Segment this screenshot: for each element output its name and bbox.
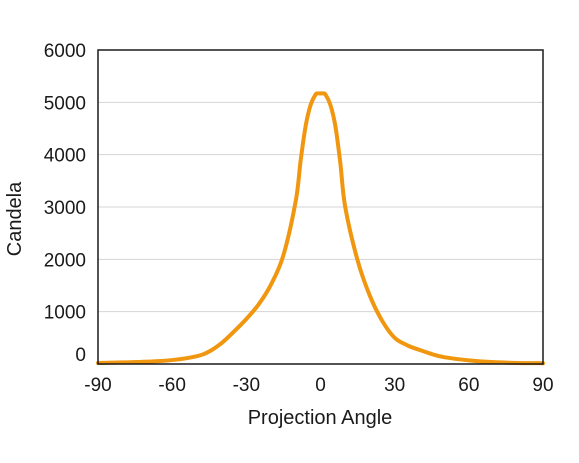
plot-frame [97,49,544,365]
x-tick-label: -60 [158,375,185,396]
y-tick-label: 3000 [44,198,86,219]
x-tick-label: -90 [84,375,111,396]
y-tick-label: 6000 [44,41,86,62]
x-tick-labels: -90 -60 -30 0 30 60 90 [84,375,553,396]
series-layer [96,91,545,366]
y-tick-label: 1000 [44,303,86,324]
y-tick-label: 5000 [44,93,86,114]
y-tick-labels: 0 1000 2000 3000 4000 5000 6000 [44,41,86,366]
series-line-0 [96,91,545,366]
x-axis-title: Projection Angle [248,407,393,429]
y-tick-label: 4000 [44,146,86,167]
x-tick-label: 0 [315,375,326,396]
x-tick-label: 90 [532,375,553,396]
x-tick-label: -30 [233,375,260,396]
y-tick-label: 2000 [44,250,86,271]
y-tick-label: 0 [75,345,86,366]
grid-lines [98,101,543,313]
x-tick-label: 30 [384,375,405,396]
x-tick-label: 60 [458,375,479,396]
y-axis-title: Candela [4,181,26,256]
